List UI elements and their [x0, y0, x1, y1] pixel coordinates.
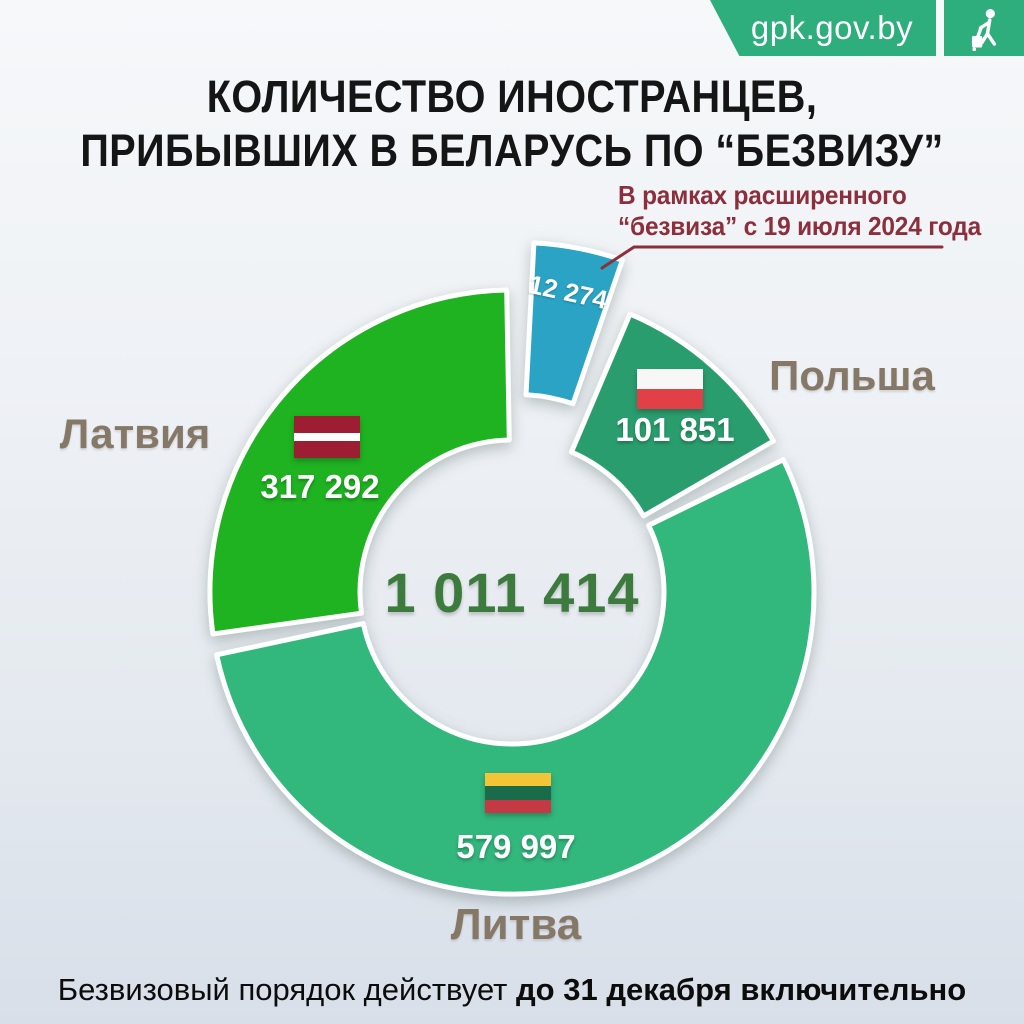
donut-slice-poland [568, 311, 776, 519]
footer-note: Безвизовый порядок действует до 31 декаб… [0, 972, 1024, 1008]
page-title: КОЛИЧЕСТВО ИНОСТРАНЦЕВ, ПРИБЫВШИХ В БЕЛА… [61, 70, 962, 178]
latvia-flag [294, 416, 360, 458]
value-poland: 101 851 [615, 411, 735, 448]
poland-flag [637, 369, 703, 409]
flag-stripe [485, 773, 551, 787]
flag-stripe [637, 369, 703, 389]
flag-stripe [294, 416, 360, 433]
annotation: В рамках расширенного “безвиза” с 19 июл… [618, 180, 994, 242]
footer-text-normal: Безвизовый порядок действует [57, 972, 516, 1007]
annotation-line-1: В рамках расширенного [618, 180, 907, 210]
total-count: 1 011 414 [384, 561, 640, 624]
flag-stripe [294, 441, 360, 458]
annotation-pointer-line [600, 245, 944, 270]
donut-slice-expanded-bezviz [523, 240, 625, 407]
footer-text-bold: до 31 декабря включительно [516, 972, 967, 1007]
site-url: gpk.gov.by [750, 9, 914, 46]
traveler-icon [971, 9, 997, 51]
traveler-badge [944, 0, 1024, 56]
label-lithuania: Литва [450, 900, 582, 949]
flag-stripe [485, 799, 551, 813]
title-line-1: КОЛИЧЕСТВО ИНОСТРАНЦЕВ, [206, 71, 818, 122]
lithuania-flag [485, 773, 551, 813]
annotation-line-2: “безвиза” с 19 июля 2024 года [618, 211, 982, 242]
label-latvia: Латвия [59, 410, 211, 457]
flag-stripe [637, 389, 703, 409]
flag-stripe [294, 432, 360, 442]
flag-stripe [485, 786, 551, 800]
donut-slice-lithuania [214, 457, 817, 897]
value-latvia: 317 292 [260, 468, 380, 505]
title-line-2: ПРИБЫВШИХ В БЕЛАРУСЬ ПО “БЕЗВИЗУ” [80, 125, 944, 176]
site-badge: gpk.gov.by [710, 0, 936, 56]
value-lithuania: 579 997 [456, 828, 576, 865]
label-poland: Польша [769, 352, 935, 399]
donut-slice-latvia [207, 287, 512, 637]
